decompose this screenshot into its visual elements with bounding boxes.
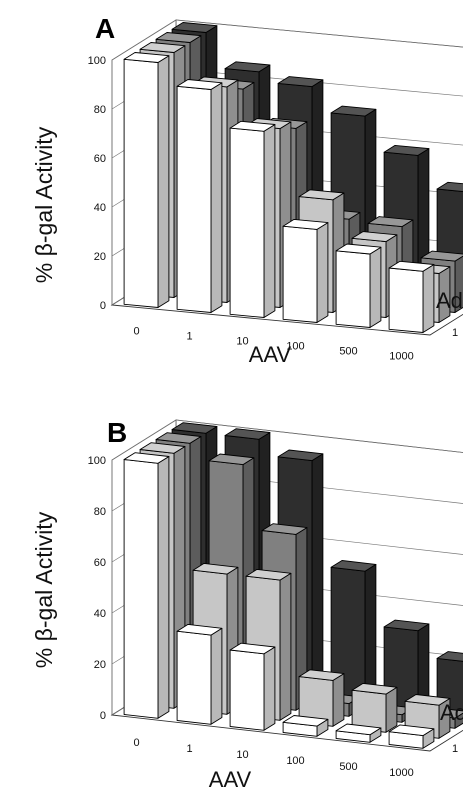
y-tick-label: 40 <box>94 608 106 620</box>
y-tick-label: 80 <box>94 104 106 116</box>
y-tick-label: 0 <box>100 710 106 722</box>
x-tick-label: 100 <box>286 755 304 767</box>
y-tick-label: 60 <box>94 557 106 569</box>
x-tick-label: 500 <box>339 761 357 773</box>
y-tick-label: 20 <box>94 659 106 671</box>
bar <box>282 218 329 323</box>
x-axis-title: AAV <box>209 767 252 792</box>
x-tick-label: 500 <box>339 346 357 358</box>
y-tick-label: 100 <box>88 55 106 67</box>
x-tick-label: 1000 <box>389 767 413 779</box>
panel-letter: A <box>95 13 115 44</box>
x-tick-label: 0 <box>133 737 139 749</box>
y-tick-label: 0 <box>100 300 106 312</box>
depth-axis-title: Ad <box>436 288 463 313</box>
bar <box>351 682 398 733</box>
depth-tick-label: 1 <box>452 743 458 755</box>
depth-axis-title: Ad <box>440 700 463 725</box>
x-tick-label: 10 <box>236 749 248 761</box>
y-axis-title: % β-gal Activity <box>31 126 57 283</box>
x-tick-label: 1000 <box>389 351 413 363</box>
x-axis-title: AAV <box>249 342 292 367</box>
bar <box>123 52 170 308</box>
gridline <box>111 19 463 61</box>
bar <box>176 79 223 313</box>
depth-tick-label: 1 <box>452 327 458 339</box>
bar <box>388 724 435 749</box>
bar <box>388 260 435 333</box>
gridline <box>111 419 463 461</box>
bar <box>176 623 223 725</box>
bar <box>123 452 170 719</box>
bar <box>282 715 329 737</box>
bar <box>335 723 382 743</box>
x-tick-label: 1 <box>186 743 192 755</box>
y-tick-label: 80 <box>94 506 106 518</box>
y-axis-title: % β-gal Activity <box>31 511 57 668</box>
bar <box>298 669 345 727</box>
y-tick-label: 20 <box>94 251 106 263</box>
panel-letter: B <box>107 417 127 448</box>
panel-a: 020406080100011010050010001510100AAAVAd%… <box>31 13 463 367</box>
bar <box>229 120 276 318</box>
x-tick-label: 0 <box>133 326 139 338</box>
y-tick-label: 100 <box>88 455 106 467</box>
x-tick-label: 10 <box>236 336 248 348</box>
y-tick-label: 40 <box>94 202 106 214</box>
x-tick-label: 1 <box>186 331 192 343</box>
y-tick-label: 60 <box>94 153 106 165</box>
panel-b: 020406080100011010050010001510100BAAVAd%… <box>31 417 463 792</box>
x-tick-label: 100 <box>286 341 304 353</box>
bar <box>229 642 276 731</box>
bar <box>330 560 377 707</box>
bar <box>335 243 382 328</box>
